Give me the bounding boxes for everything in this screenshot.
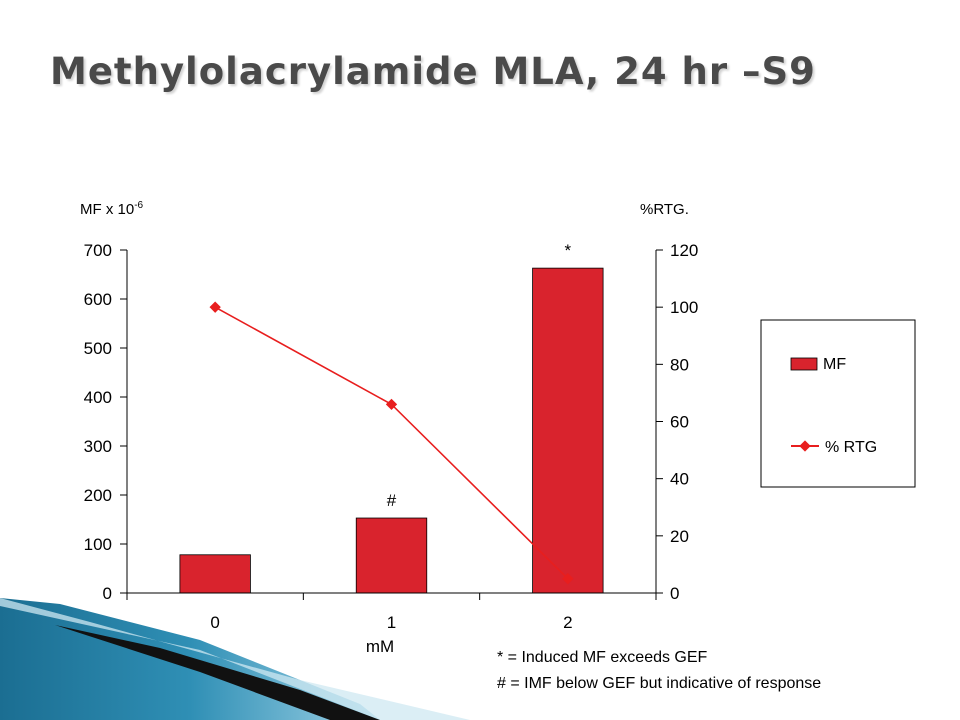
legend-box	[760, 319, 916, 488]
line-series	[209, 301, 574, 585]
bar-annotation: #	[387, 491, 397, 510]
y-axis-left-tick-label: 600	[84, 290, 112, 309]
legend-label-mf: MF	[823, 356, 846, 373]
y-axis-right-tick-label: 100	[670, 298, 698, 317]
y-axis-left-tick-label: 0	[103, 584, 112, 603]
bar-mf	[179, 554, 251, 594]
y-axis-right: 0 20 40 60 80 100 120	[655, 241, 698, 603]
y-axis-right-tick-label: 120	[670, 241, 698, 260]
decor-sweep-black	[55, 625, 380, 720]
x-axis-label: mM	[366, 637, 394, 656]
bar-annotation: *	[565, 241, 572, 260]
bar-annotations: #*	[387, 241, 572, 510]
legend-swatch-rtg-marker	[799, 440, 811, 452]
y-axis-left-tick-label: 700	[84, 241, 112, 260]
bar-mf	[532, 267, 604, 594]
x-axis-tick-label: 2	[563, 613, 572, 632]
point-rtg	[385, 398, 398, 411]
bar-series	[179, 267, 604, 594]
footnotes: * = Induced MF exceeds GEF # = IMF below…	[497, 649, 821, 692]
y-axis-left-label-exponent: -6	[134, 200, 143, 211]
slide-decoration	[0, 598, 470, 720]
slide-title: Methylolacrylamide MLA, 24 hr –S9	[50, 50, 816, 93]
x-axis-tick-label: 0	[210, 613, 219, 632]
x-axis-tick-label: 1	[387, 613, 396, 632]
y-axis-right-tick-label: 80	[670, 355, 689, 374]
y-axis-right-tick-label: 60	[670, 413, 689, 432]
footnote-induced: * = Induced MF exceeds GEF	[497, 649, 708, 666]
y-axis-left-tick-label: 300	[84, 437, 112, 456]
y-axis-right-tick-label: 20	[670, 527, 689, 546]
y-axis-left-label-base: MF x 10	[80, 201, 134, 218]
x-axis: 0 1 2	[126, 592, 657, 632]
point-rtg	[209, 301, 221, 313]
legend-label-rtg: % RTG	[825, 439, 877, 456]
legend: MF % RTG	[760, 319, 916, 488]
y-axis-left-tick-label: 100	[84, 535, 112, 554]
y-axis-right-tick-label: 0	[670, 584, 679, 603]
y-axis-right-tick-label: 40	[670, 470, 689, 489]
legend-swatch-mf	[790, 357, 818, 371]
y-axis-left-tick-label: 200	[84, 486, 112, 505]
footnote-imf: # = IMF below GEF but indicative of resp…	[497, 675, 821, 692]
y-axis-left: 0 100 200 300 400 500 600 700	[84, 241, 128, 603]
y-axis-left-tick-label: 400	[84, 388, 112, 407]
point-rtg	[562, 573, 574, 585]
y-axis-right-label: %RTG.	[640, 201, 689, 218]
bar-mf	[355, 517, 428, 594]
y-axis-left-tick-label: 500	[84, 339, 112, 358]
y-axis-left-label: MF x 10-6	[80, 200, 144, 218]
